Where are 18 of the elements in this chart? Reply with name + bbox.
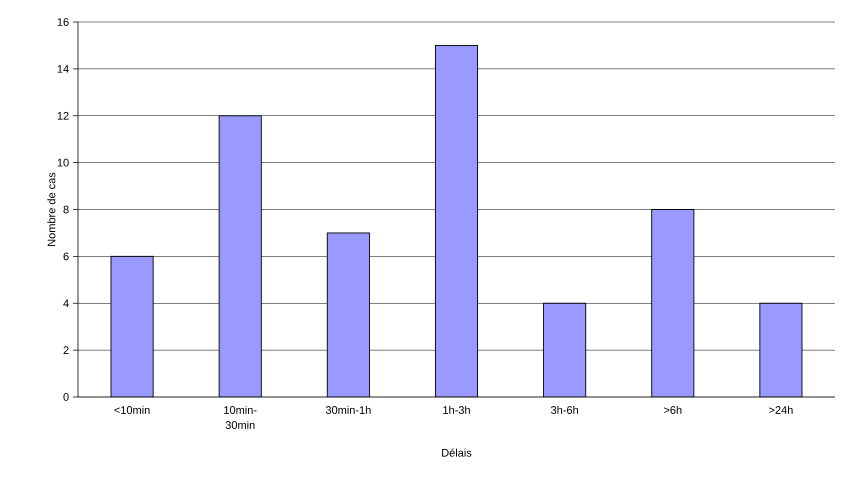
y-axis-title: Nombre de cas xyxy=(47,172,56,246)
x-tick-label: 3h-6h xyxy=(551,406,578,414)
y-tick-label: 4 xyxy=(63,299,69,308)
x-tick-label: 30min-1h xyxy=(326,406,371,414)
x-tick-label: 10min-30min xyxy=(224,406,257,429)
y-tick-label: 8 xyxy=(63,206,69,214)
y-tick-label: 10 xyxy=(58,158,69,167)
x-tick-label: <10min xyxy=(114,406,150,414)
y-tick-label: 16 xyxy=(58,18,69,26)
x-tick-label: >24h xyxy=(769,406,793,414)
y-tick-label: 6 xyxy=(64,252,69,260)
x-axis-title: Délais xyxy=(442,448,472,457)
y-tick-label: 0 xyxy=(63,393,69,401)
x-tick-label: 1h-3h xyxy=(443,406,470,414)
y-tick-label: 2 xyxy=(64,346,69,354)
y-tick-label: 14 xyxy=(58,65,69,73)
y-tick-label: 12 xyxy=(58,112,69,120)
x-tick-label: >6h xyxy=(664,406,682,414)
